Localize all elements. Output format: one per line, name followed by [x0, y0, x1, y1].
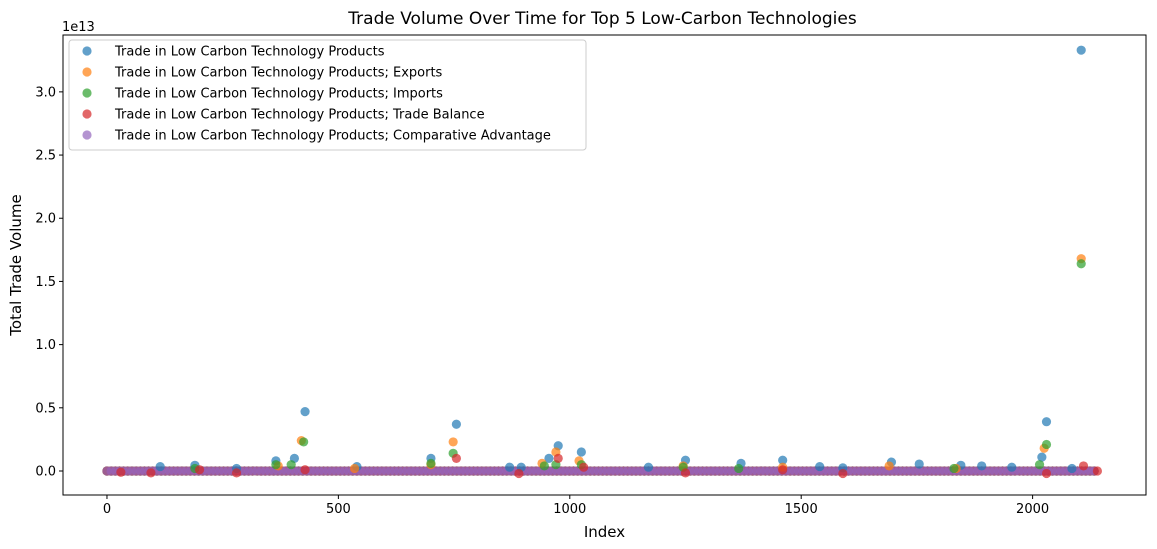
- scatter-point: [1078, 461, 1089, 471]
- scatter-point: [778, 455, 788, 465]
- x-tick-label: 500: [326, 502, 351, 517]
- legend-marker: [82, 46, 92, 56]
- scatter-point: [778, 465, 788, 475]
- y-axis: 0.0 0.5 1.0 1.5 2.0 2.5 3.0: [35, 85, 63, 479]
- scatter-point: [155, 461, 165, 472]
- scatter-point: [1092, 466, 1103, 476]
- legend-frame: [68, 39, 587, 151]
- x-tick-label: 2000: [1016, 502, 1049, 517]
- scatter-point: [231, 468, 242, 478]
- y-tick-label: 0.5: [35, 401, 56, 416]
- scatter-point: [1067, 463, 1077, 474]
- chart-title: Trade Volume Over Time for Top 5 Low-Car…: [347, 9, 857, 29]
- legend-label: Trade in Low Carbon Technology Products;…: [114, 108, 485, 123]
- scatter-point: [977, 461, 987, 471]
- legend: Trade in Low Carbon Technology Products T…: [68, 39, 587, 151]
- legend-marker: [82, 109, 92, 119]
- scatter-point: [884, 461, 894, 471]
- scatter-point: [576, 447, 586, 457]
- scatter-point: [505, 462, 515, 472]
- scatter-point: [448, 437, 458, 447]
- scatter-point: [514, 468, 524, 479]
- scatter-point: [1034, 460, 1045, 470]
- scatter-point: [680, 468, 691, 478]
- legend-marker: [82, 67, 92, 77]
- y-axis-title: Total Trade Volume: [7, 194, 25, 336]
- legend-label: Trade in Low Carbon Technology Products;…: [114, 129, 551, 144]
- scatter-point: [1037, 452, 1047, 462]
- scatter-point: [643, 462, 654, 472]
- scatter-point: [539, 461, 549, 471]
- scatter-point: [194, 465, 205, 475]
- scatter-point: [1041, 468, 1052, 479]
- scatter-point: [271, 460, 281, 470]
- scatter-point: [299, 437, 309, 447]
- scatter-point: [815, 461, 825, 472]
- scatter-point: [146, 468, 156, 478]
- scatter-point: [300, 406, 310, 417]
- legend-label: Trade in Low Carbon Technology Products;…: [114, 87, 443, 102]
- legend-label: Trade in Low Carbon Technology Products;…: [114, 66, 443, 81]
- scatter-point: [286, 460, 296, 470]
- scatter-point: [116, 467, 126, 477]
- y-tick-label: 0.0: [35, 464, 56, 479]
- scatter-point: [451, 453, 461, 463]
- legend-marker: [82, 88, 92, 98]
- y-tick-label: 2.5: [35, 149, 56, 164]
- scatter-point: [838, 468, 848, 479]
- x-tick-label: 1000: [553, 502, 586, 517]
- x-axis-title: Index: [584, 523, 625, 541]
- x-tick-label: 1500: [785, 502, 818, 517]
- legend-marker: [82, 130, 92, 140]
- scatter-point: [544, 453, 554, 463]
- scatter-marks: [102, 45, 1103, 479]
- x-axis: 0 500 1000 1500 2000: [103, 495, 1049, 517]
- scatter-point: [426, 458, 436, 469]
- scatter-point: [300, 465, 310, 475]
- x-tick-label: 0: [103, 502, 111, 517]
- scatter-point: [1007, 462, 1017, 472]
- scatter-point: [949, 463, 959, 474]
- y-tick-label: 3.0: [35, 85, 56, 100]
- scatter-point: [553, 453, 563, 463]
- scatter-point: [349, 463, 360, 474]
- scatter-point: [451, 419, 461, 429]
- scatter-point: [734, 463, 744, 474]
- scatter-point: [1076, 259, 1086, 269]
- y-tick-label: 1.0: [35, 338, 56, 353]
- y-tick-label: 2.0: [35, 212, 56, 227]
- y-tick-label: 1.5: [35, 275, 56, 290]
- plot-frame: [62, 34, 1147, 496]
- scatter-point: [579, 462, 589, 472]
- scatter-point: [914, 459, 924, 469]
- scatter-point: [1041, 417, 1052, 427]
- y-offset-label: 1e13: [62, 20, 95, 35]
- legend-label: Trade in Low Carbon Technology Products: [114, 45, 385, 60]
- scatter-point: [1076, 45, 1086, 55]
- scatter-point: [1041, 439, 1052, 450]
